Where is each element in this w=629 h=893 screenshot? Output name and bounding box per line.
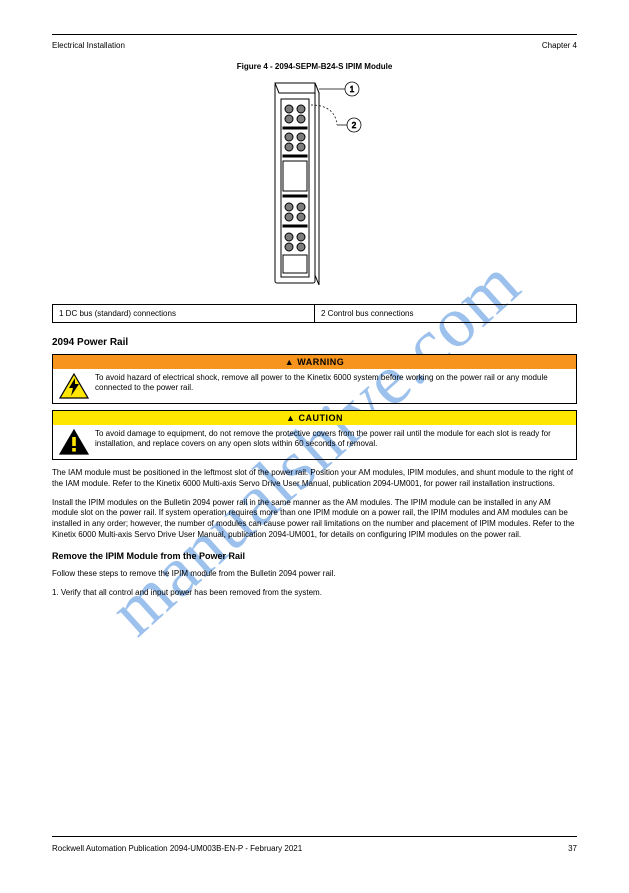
- figure-caption: Figure 4 - 2094-SEPM-B24-S IPIM Module: [52, 62, 577, 71]
- module-illustration: 1 2: [245, 75, 385, 295]
- para-2: Install the IPIM modules on the Bulletin…: [52, 498, 577, 541]
- warning-text: To avoid hazard of electrical shock, rem…: [95, 373, 570, 393]
- caution-text: To avoid damage to equipment, do not rem…: [95, 429, 570, 449]
- exclamation-hazard-icon: [59, 429, 89, 455]
- section-title: 2094 Power Rail: [52, 337, 577, 348]
- footer-rule: [52, 836, 577, 837]
- para-3: Follow these steps to remove the IPIM mo…: [52, 569, 577, 580]
- callout-cell-2: 2 Control bus connections: [315, 305, 577, 323]
- header-row: Electrical Installation Chapter 4: [52, 41, 577, 50]
- callout-cell-1: 1 DC bus (standard) connections: [53, 305, 315, 323]
- page-content: Electrical Installation Chapter 4 Figure…: [0, 0, 629, 646]
- electric-hazard-icon: [59, 373, 89, 399]
- footer: Rockwell Automation Publication 2094-UM0…: [52, 844, 577, 853]
- header-right: Chapter 4: [542, 41, 577, 50]
- footer-left: Rockwell Automation Publication 2094-UM0…: [52, 844, 302, 853]
- caution-box: ▲ CAUTION To avoid damage to equipment, …: [52, 410, 577, 460]
- header-rule: [52, 34, 577, 35]
- warning-kind: WARNING: [297, 357, 344, 367]
- para-1: The IAM module must be positioned in the…: [52, 468, 577, 490]
- caution-header: ▲ CAUTION: [53, 411, 576, 425]
- callout-2-num: 2: [351, 121, 356, 130]
- caution-kind: CAUTION: [298, 413, 343, 423]
- callout-table: 1 DC bus (standard) connections 2 Contro…: [52, 304, 577, 323]
- footer-right: 37: [568, 844, 577, 853]
- subhead: Remove the IPIM Module from the Power Ra…: [52, 551, 577, 561]
- header-left: Electrical Installation: [52, 41, 125, 50]
- warning-header: ▲ WARNING: [53, 355, 576, 369]
- warning-box: ▲ WARNING To avoid hazard of electrical …: [52, 354, 577, 404]
- para-4: 1. Verify that all control and input pow…: [52, 588, 577, 599]
- callout-1-num: 1: [349, 85, 354, 94]
- figure: Figure 4 - 2094-SEPM-B24-S IPIM Module: [52, 62, 577, 300]
